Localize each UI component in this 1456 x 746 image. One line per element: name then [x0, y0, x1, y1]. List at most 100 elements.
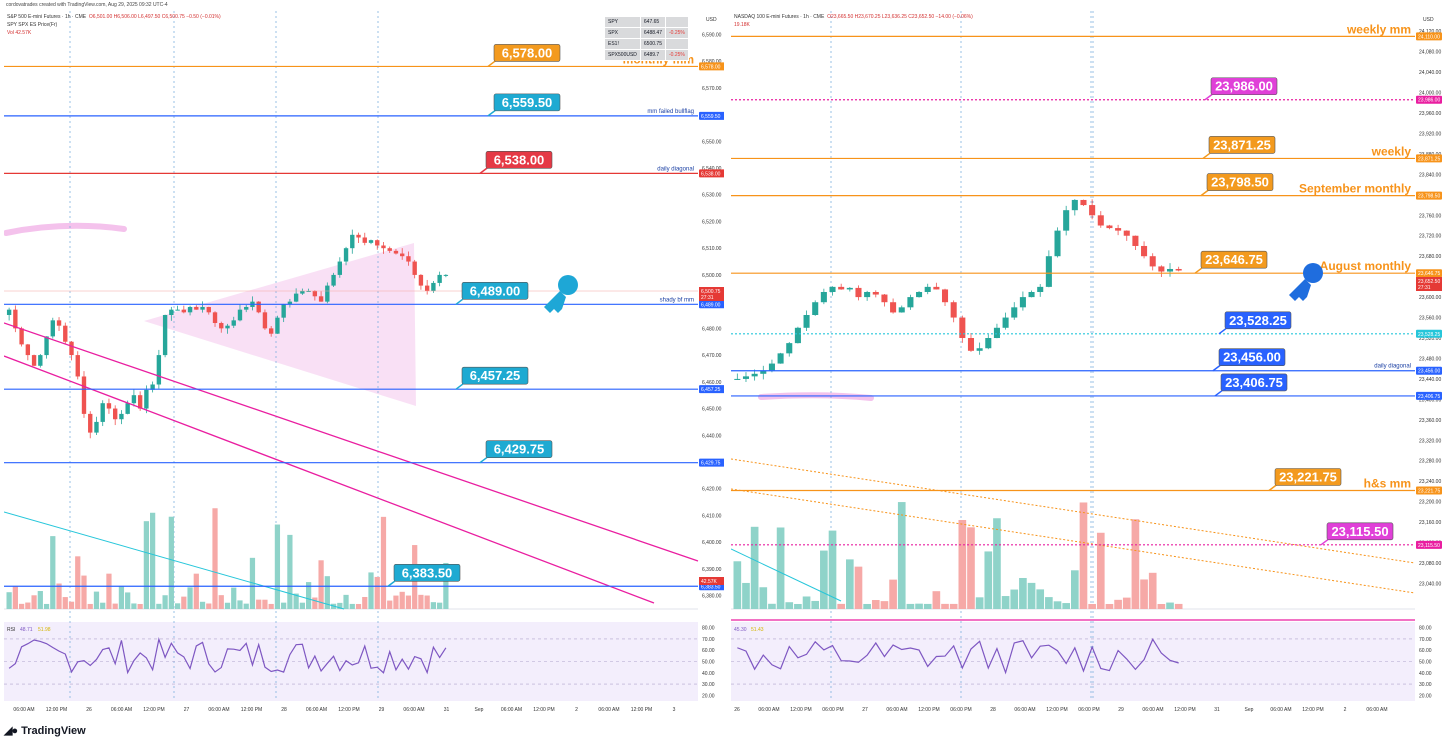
y-tick-label: 24,040.00 [1419, 70, 1441, 76]
y-tick-label: 6,520.00 [702, 219, 722, 225]
watchlist-row[interactable]: SPY 647.65 [604, 16, 689, 28]
es-chart-pane[interactable]: 6,380.00 6,390.00 6,400.00 6,410.00 6,420.00… [4, 11, 724, 719]
volume-bar [418, 594, 424, 609]
watchlist-symbol: SPY [604, 16, 641, 28]
candle-body [1097, 215, 1104, 226]
candle-body [400, 253, 405, 257]
es-title: S&P 500 E-mini Futures · 1h · CME [7, 14, 87, 20]
x-tick-label: 06:00 AM [403, 707, 424, 713]
x-tick-label: 06:00 PM [822, 707, 843, 713]
watchlist-row[interactable]: ES1! 6500.75 [604, 38, 689, 50]
watchlist-row[interactable]: SPX500USD 6489.7 -0.25% [604, 49, 689, 61]
candle-body [1089, 205, 1096, 216]
x-tick-label: 3 [673, 707, 676, 713]
countdown: 27:31 [1418, 285, 1431, 291]
candle-body [1158, 266, 1165, 272]
key-icon-shaft [544, 291, 566, 313]
callout-price: 6,578.00 [502, 45, 553, 60]
volume-bar [281, 602, 287, 609]
candle-body [137, 395, 143, 409]
y-tick-label: 6,440.00 [702, 433, 722, 439]
es-subtitle: SPY SPX ES Price(Fr) [7, 22, 58, 28]
volume-bar [262, 599, 268, 609]
callout-box [461, 282, 529, 300]
candle-body [1071, 199, 1078, 211]
candle-body [150, 384, 155, 390]
candle-body [864, 291, 871, 298]
candle-body [872, 291, 879, 295]
y-tick-label: 6,480.00 [702, 326, 722, 332]
y-tick-label: 23,400.00 [1419, 397, 1441, 403]
candle-body [1115, 228, 1122, 231]
y-tick-label: 6,380.00 [702, 594, 722, 600]
volume-bar [1174, 603, 1183, 609]
callout-box [1224, 311, 1292, 330]
candle-body [950, 302, 957, 318]
candle-body [1080, 199, 1087, 206]
candle-body [350, 234, 355, 249]
level-note: weekly [1371, 144, 1412, 158]
watchlist-row[interactable]: SPX 6488.47 -0.25% [604, 27, 689, 39]
y-tick-label: 23,520.00 [1419, 336, 1441, 342]
rsi-tick-label: 40.00 [702, 671, 715, 677]
watchlist-price: 6500.75 [639, 38, 666, 50]
callout-price: 6,489.00 [470, 283, 521, 298]
volume-bar [1019, 577, 1027, 609]
volume-bar [243, 603, 249, 609]
candle-body [343, 248, 349, 262]
volume-bar [224, 602, 231, 609]
volume-bar [811, 600, 820, 609]
volume-bar [231, 587, 237, 609]
y-tick-label: 6,470.00 [702, 353, 722, 359]
candle-body [100, 403, 105, 422]
candle-body [941, 289, 949, 303]
nq-chart-canvas[interactable]: 23,040.0023,080.0023,120.0023,160.0023,2… [731, 11, 1452, 719]
level-note: h&s mm [1364, 477, 1411, 491]
volume-bar [100, 602, 106, 609]
x-tick-label: 2 [1344, 707, 1347, 713]
candle-body [256, 301, 261, 313]
volume-bar [387, 600, 393, 609]
volume-bar [380, 516, 387, 609]
volume-bar [733, 561, 742, 609]
volume-bar [312, 597, 318, 609]
volume-bar [1122, 597, 1131, 609]
x-tick-label: 12:00 PM [1174, 707, 1195, 713]
candle-body [293, 293, 299, 302]
volume-bar [193, 573, 199, 609]
trendline-orange-upper [731, 458, 1416, 564]
volume-bar [174, 603, 181, 609]
y-tick-label: 6,530.00 [702, 193, 722, 199]
x-tick-label: 12:00 PM [1302, 707, 1323, 713]
nq-chart-pane[interactable]: 23,040.0023,080.0023,120.0023,160.0023,2… [731, 11, 1452, 719]
tradingview-brand[interactable]: ◢● TradingView [4, 724, 86, 738]
candle-body [1063, 210, 1070, 231]
es-chart-canvas[interactable]: 6,380.00 6,390.00 6,400.00 6,410.00 6,420.00… [4, 11, 724, 719]
last-price-value: 23,652.50 [1418, 279, 1440, 285]
volume-bar [212, 508, 218, 609]
level-axis-value: 6,538.00 [701, 171, 721, 177]
candle-body [406, 256, 411, 262]
volume-bar [37, 591, 43, 609]
nq-volume-text: 19.18K [734, 22, 750, 28]
volume-bar [324, 576, 330, 609]
y-tick-label: 6,590.00 [702, 32, 722, 38]
candle-body [1054, 230, 1061, 257]
rsi-ma-value: 51.43 [751, 627, 764, 633]
y-tick-label: 23,960.00 [1419, 111, 1441, 117]
volume-bar [75, 556, 81, 609]
x-tick-label: 06:00 AM [1014, 707, 1035, 713]
volume-bar [837, 603, 845, 609]
x-tick-label: 12:00 PM [918, 707, 939, 713]
candle-body [25, 344, 31, 356]
candle-body [44, 336, 49, 356]
y-tick-label: 23,240.00 [1419, 479, 1441, 485]
es-ohlc: O6,501.00 H6,506.00 L6,497.50 C6,500.75 … [88, 14, 221, 20]
candle-body [760, 370, 767, 374]
volume-bar [1053, 601, 1062, 609]
callout-price: 23,871.25 [1213, 137, 1271, 152]
volume-tag [699, 577, 724, 585]
candle-body [244, 306, 249, 310]
candle-body [907, 297, 914, 308]
level-axis-value: 23,871.25 [1418, 156, 1440, 162]
